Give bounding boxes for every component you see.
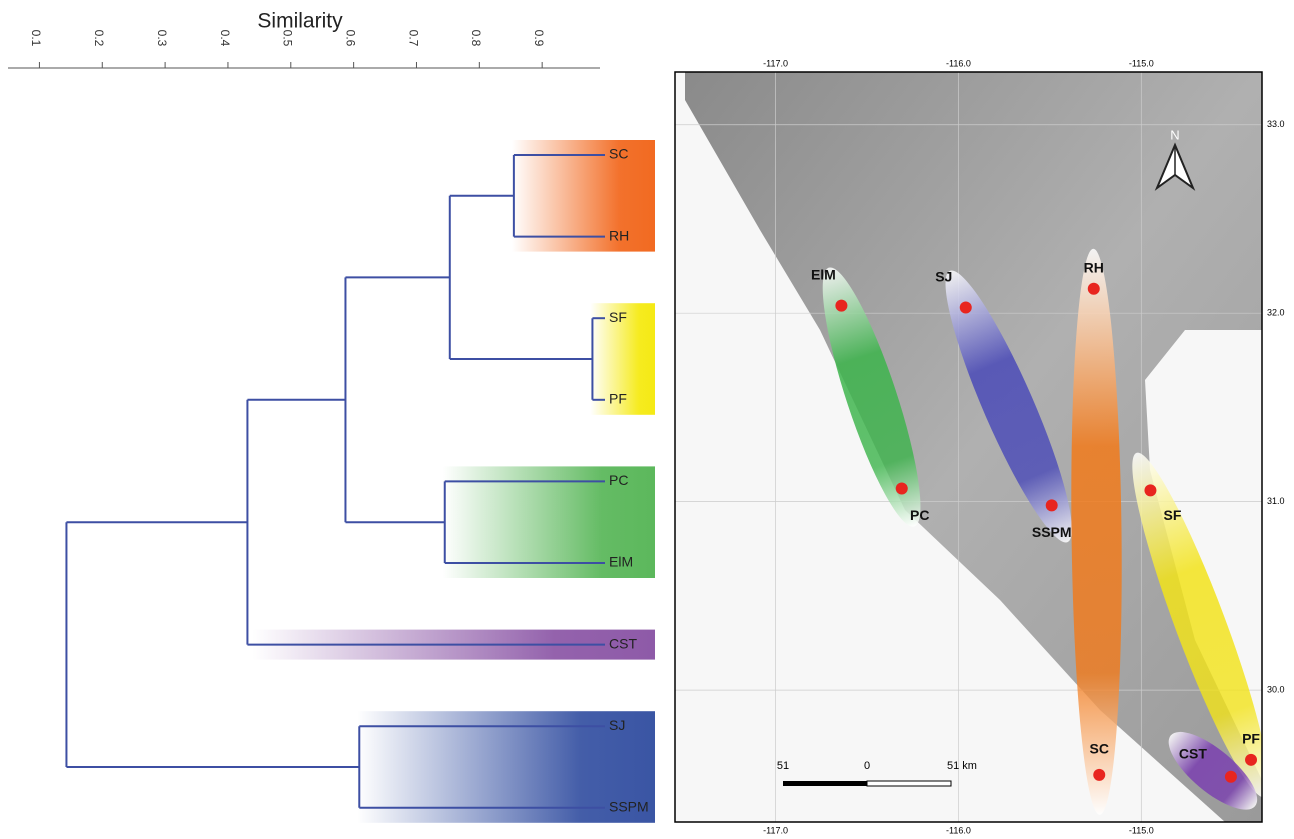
lon-label: -116.0 bbox=[946, 58, 971, 68]
site bbox=[835, 300, 847, 312]
tick-label: 0.3 bbox=[155, 30, 169, 47]
tick-label: 0.5 bbox=[281, 30, 295, 47]
site bbox=[1245, 754, 1257, 766]
leaf-label: PC bbox=[609, 472, 628, 488]
lat-label: 31.0 bbox=[1267, 496, 1285, 506]
site-label: SF bbox=[1164, 507, 1182, 523]
lat-label: 32.0 bbox=[1267, 308, 1285, 318]
site-label: SSPM bbox=[1032, 524, 1072, 540]
figure: Similarity 0.1 0.2 0.3 0.4 0.5 0.6 0.7 0.8 0.9 SC… bbox=[0, 0, 1294, 839]
site-label: PC bbox=[910, 507, 929, 523]
site-label: RH bbox=[1084, 259, 1104, 275]
leaf-label: RH bbox=[609, 227, 629, 243]
north-label: N bbox=[1170, 127, 1179, 142]
tick-label: 0.9 bbox=[532, 30, 546, 47]
tick-label: 0.8 bbox=[469, 30, 483, 47]
site-label: PF bbox=[1242, 731, 1260, 747]
tick-label: 0.6 bbox=[343, 30, 357, 47]
site bbox=[1088, 283, 1100, 295]
site bbox=[1093, 769, 1105, 781]
scale-label: 51 km bbox=[947, 760, 977, 772]
axis-title: Similarity bbox=[257, 10, 343, 33]
site bbox=[960, 302, 972, 314]
lon-label: -116.0 bbox=[946, 825, 971, 835]
lat-label: 33.0 bbox=[1267, 119, 1285, 129]
scale-seg bbox=[867, 781, 951, 786]
lon-label: -117.0 bbox=[763, 825, 788, 835]
leaf-label: SF bbox=[609, 309, 627, 325]
scale-label: 51 bbox=[777, 760, 789, 772]
leaf-label: SJ bbox=[609, 717, 625, 733]
site bbox=[1144, 484, 1156, 496]
page: {"dendrogram":{"axis_label":"Similarity"… bbox=[0, 0, 1294, 839]
leaf-label: SC bbox=[609, 146, 628, 162]
site bbox=[1046, 499, 1058, 511]
lon-label: -115.0 bbox=[1129, 58, 1154, 68]
dendrogram: 0.1 0.2 0.3 0.4 0.5 0.6 0.7 0.8 0.9 SC RH SF PF PC ElM… bbox=[8, 30, 655, 823]
scale-label: 0 bbox=[864, 760, 870, 772]
site-label: ElM bbox=[811, 266, 836, 282]
leaf-label: ElM bbox=[609, 554, 633, 570]
lon-label: -115.0 bbox=[1129, 825, 1154, 835]
site-label: CST bbox=[1179, 745, 1207, 761]
tick-label: 0.2 bbox=[92, 30, 106, 47]
site bbox=[1225, 771, 1237, 783]
leaf-label: SSPM bbox=[609, 799, 649, 815]
map: ElM PC SJ SSPM RH SC SF PF CST bbox=[675, 72, 1288, 822]
cluster-band bbox=[512, 140, 655, 252]
scale-seg bbox=[783, 781, 867, 786]
site-label: SJ bbox=[935, 268, 952, 284]
tick-label: 0.4 bbox=[218, 30, 232, 47]
leaf-label: CST bbox=[609, 635, 637, 651]
tick-label: 0.7 bbox=[406, 30, 420, 47]
leaf-label: PF bbox=[609, 391, 627, 407]
site bbox=[896, 482, 908, 494]
lon-label: -117.0 bbox=[763, 58, 788, 68]
tick-label: 0.1 bbox=[29, 30, 43, 47]
site-label: SC bbox=[1090, 741, 1109, 757]
lat-label: 30.0 bbox=[1267, 684, 1285, 694]
